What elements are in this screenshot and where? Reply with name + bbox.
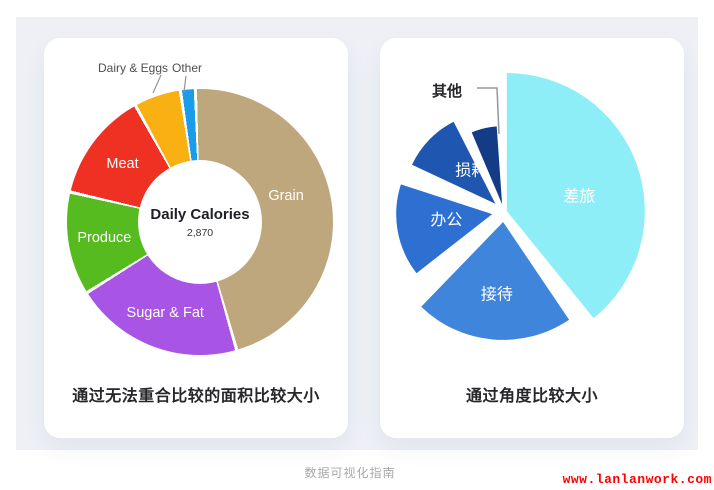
- pie-slice: [506, 73, 645, 319]
- donut-slice-label: Produce: [77, 230, 132, 246]
- pie-slice-label: 差旅: [563, 188, 595, 206]
- donut-slice-label: Meat: [106, 155, 139, 172]
- pie-slice: [421, 222, 570, 340]
- donut-center-title: Daily Calories: [150, 205, 250, 223]
- pie-caption: 通过角度比较大小: [465, 388, 598, 405]
- donut-slice-label: Sugar & Fat: [126, 304, 204, 321]
- pie-slice-label: 接待: [481, 286, 513, 304]
- donut-center-value: 2,870: [186, 226, 214, 239]
- donut-center: Daily Calories 2,870: [138, 160, 262, 284]
- watermark-url: www.lanlanwork.com: [562, 472, 712, 487]
- leader-line-dairy: [152, 74, 162, 94]
- pie-slice-label: 办公: [430, 211, 462, 229]
- pie-chart-card: 差旅接待 办公 损耗 其他 通过角度比较大小: [380, 38, 684, 438]
- donut-label-dairy-eggs: Dairy & Eggs: [98, 61, 169, 75]
- donut-chart: Daily Calories 2,870 Grain Sugar & Fat Pro…: [67, 89, 333, 355]
- donut-slice-label: Grain: [268, 187, 304, 204]
- donut-caption: 通过无法重合比较的面积比较大小: [72, 388, 320, 405]
- footer-title: 数据可视化指南: [304, 466, 396, 480]
- donut-label-other: Other: [172, 61, 203, 75]
- pie-slice-label: 损耗: [455, 161, 487, 179]
- pie-label-qita: 其他: [432, 83, 463, 100]
- pie-slice: [471, 126, 503, 205]
- pie-slice: [396, 184, 493, 274]
- donut-chart-card: Daily Calories 2,870 Grain Sugar & Fat Pro…: [44, 38, 348, 438]
- pie-slice: [412, 121, 496, 204]
